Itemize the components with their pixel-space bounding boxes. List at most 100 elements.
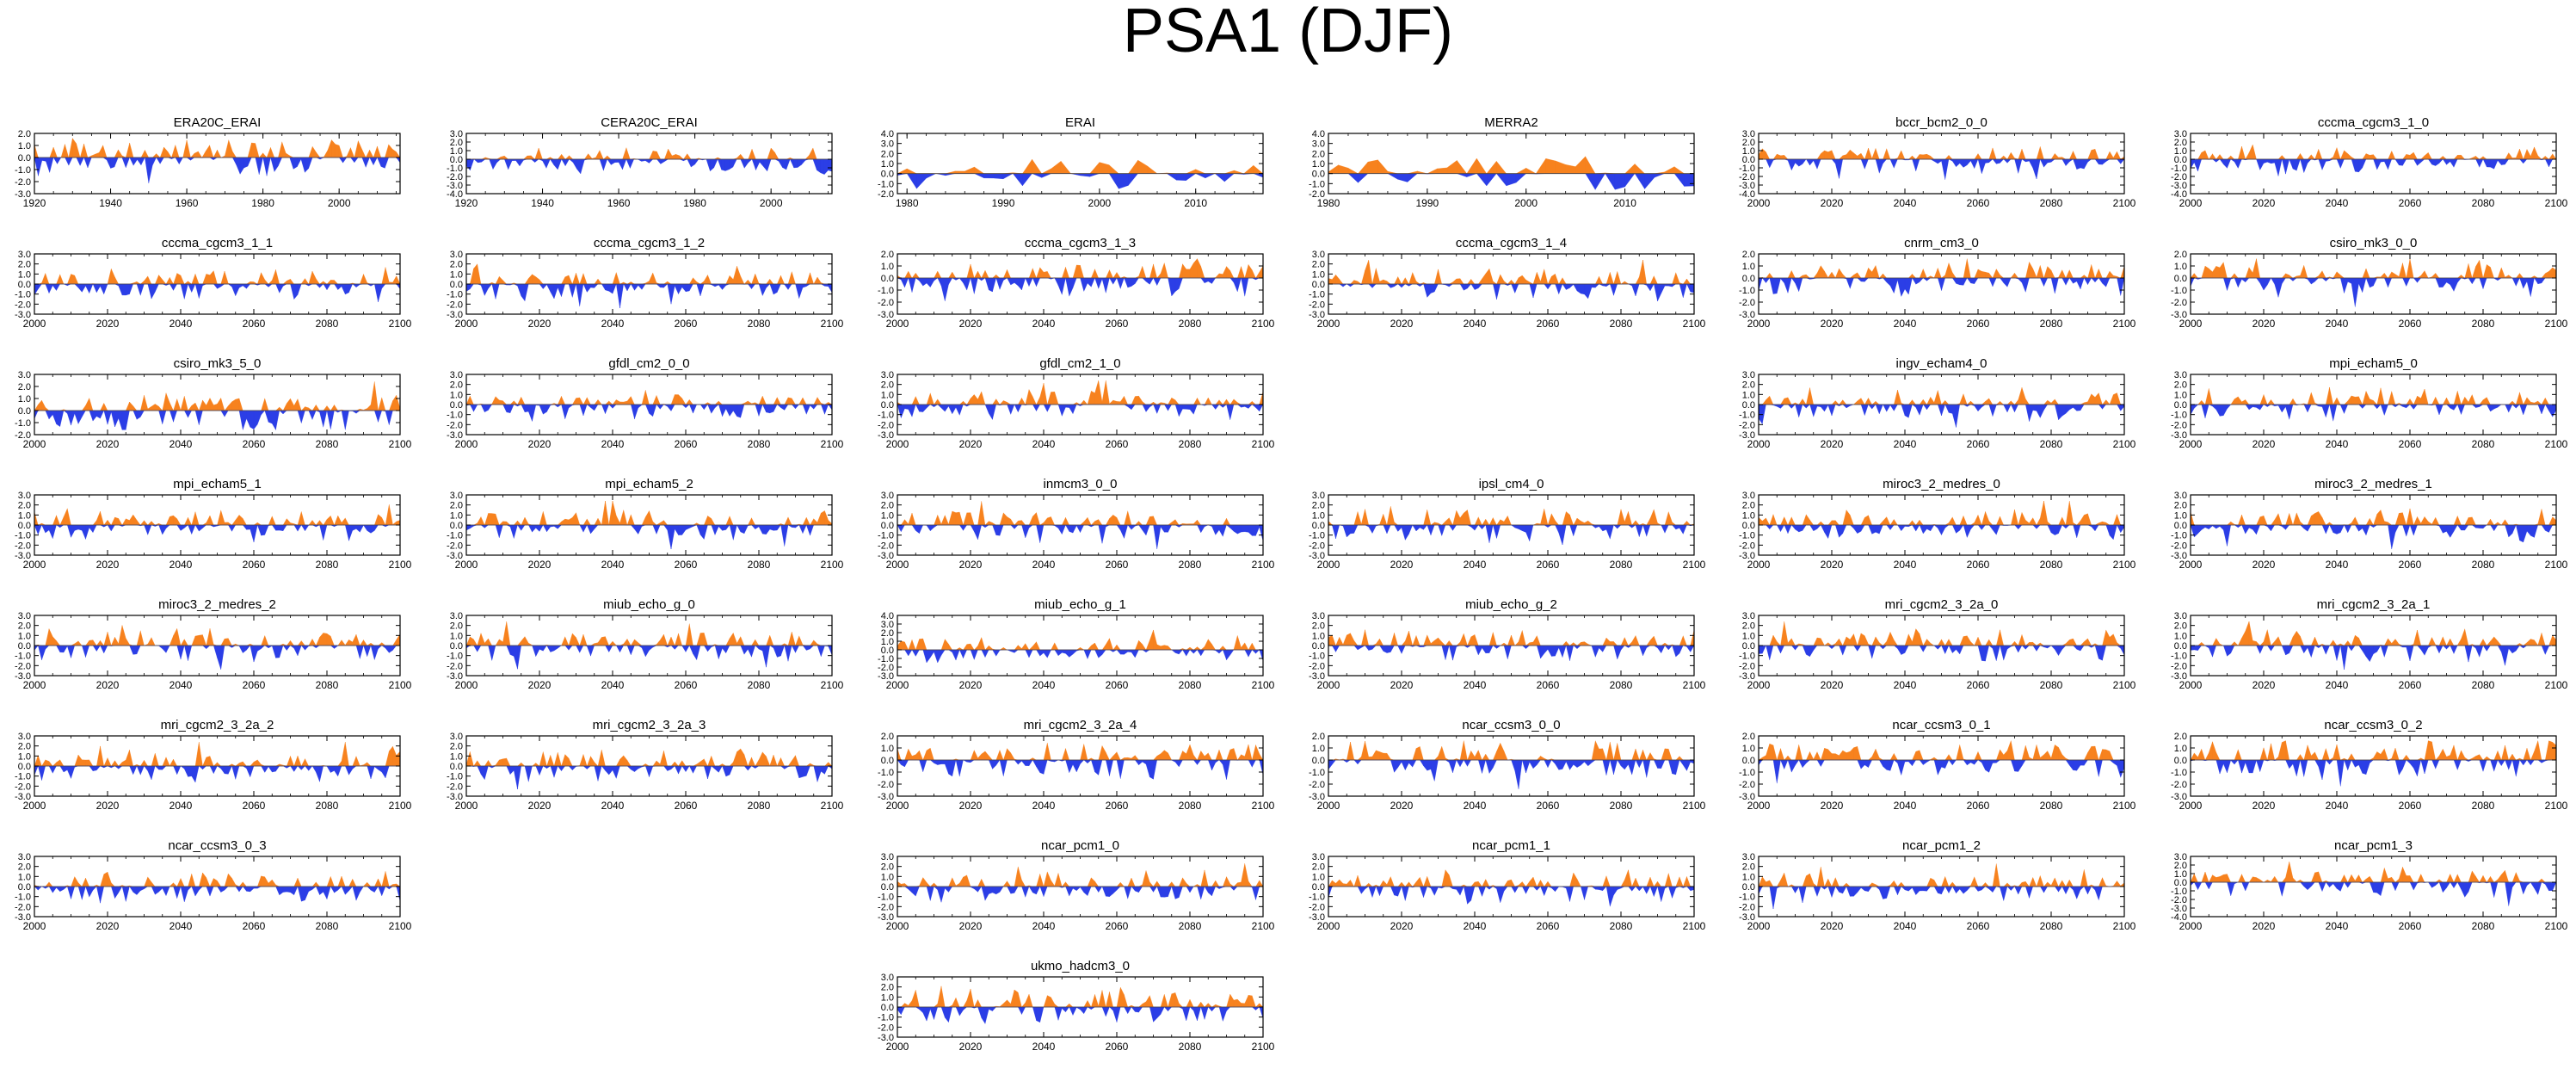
y-tick-label: -2.0 xyxy=(878,420,894,430)
x-tick-label: 2000 xyxy=(1747,318,1771,330)
x-tick-label: 2000 xyxy=(1317,800,1340,812)
panel-title: mri_cgcm2_3_2a_3 xyxy=(593,718,706,732)
y-tick-label: -1.0 xyxy=(2171,286,2187,296)
x-tick-label: 1920 xyxy=(23,197,46,209)
positive-area xyxy=(1328,259,1694,285)
x-tick-label: 2000 xyxy=(1317,318,1340,330)
panel-title: ncar_ccsm3_0_0 xyxy=(1462,718,1560,732)
y-tick-label: -2.0 xyxy=(1739,541,1755,551)
negative-area xyxy=(465,645,833,670)
positive-area xyxy=(34,381,401,411)
y-tick-label: -2.0 xyxy=(15,782,31,792)
y-tick-label: 0.0 xyxy=(2174,274,2187,284)
x-tick-label: 2040 xyxy=(1032,438,1056,450)
y-tick-label: 0.0 xyxy=(18,521,31,531)
y-tick-label: -3.0 xyxy=(878,310,894,320)
x-tick-label: 2020 xyxy=(959,1041,983,1053)
x-tick-label: 2020 xyxy=(959,318,983,330)
positive-area xyxy=(1758,740,2124,761)
x-tick-label: 2060 xyxy=(1967,318,1990,330)
negative-area xyxy=(1328,524,1695,546)
x-tick-label: 2020 xyxy=(96,679,120,691)
y-tick-label: 0.0 xyxy=(2174,400,2187,411)
panel-title: ncar_ccsm3_0_3 xyxy=(168,838,266,853)
x-tick-label: 2000 xyxy=(886,438,909,450)
x-tick-label: 2000 xyxy=(1317,679,1340,691)
panel-cccma_cgcm3_1_1: cccma_cgcm3_1_13.02.01.00.0-1.0-2.0-3.02… xyxy=(15,236,412,330)
y-tick-label: -2.0 xyxy=(878,902,894,912)
positive-area xyxy=(1328,740,1694,761)
x-tick-label: 2040 xyxy=(1464,800,1487,812)
x-tick-label: 1960 xyxy=(607,197,631,209)
negative-area xyxy=(2190,404,2557,422)
y-tick-label: -2.0 xyxy=(2171,780,2187,790)
panel-ingv_echam4_0: ingv_echam4_0 3.02.01.00.0-1.0-2.0-3.0200… xyxy=(1739,356,2136,450)
x-tick-label: 2060 xyxy=(675,800,698,812)
y-tick-label: 3.0 xyxy=(1742,129,1755,139)
x-tick-label: 2000 xyxy=(2179,559,2203,571)
x-tick-label: 2080 xyxy=(316,559,339,571)
panel-title: cccma_cgcm3_1_4 xyxy=(1456,236,1567,250)
x-tick-label: 2020 xyxy=(2252,438,2276,450)
x-tick-label: 2080 xyxy=(748,559,771,571)
x-tick-label: 2020 xyxy=(959,679,983,691)
panel-title: mri_cgcm2_3_2a_2 xyxy=(161,718,274,732)
x-tick-label: 2060 xyxy=(1537,679,1560,691)
panel-title: miub_echo_g_1 xyxy=(1034,597,1126,612)
y-tick-label: -1.0 xyxy=(15,290,31,300)
x-tick-label: 2080 xyxy=(2040,318,2063,330)
negative-area xyxy=(2190,645,2556,670)
panel-mri_cgcm2_3_2a_4: mri_cgcm2_3_2a_4 2.0 1.0 0.0 -1.0 -2.0 -3.0200… xyxy=(878,718,1275,812)
y-tick-label: -2.0 xyxy=(878,298,894,308)
negative-area xyxy=(1759,524,2125,541)
x-tick-label: 2020 xyxy=(1821,318,1844,330)
y-tick-label: 0.0 xyxy=(1312,280,1325,290)
x-tick-label: 2100 xyxy=(2113,559,2136,571)
y-tick-label: -3.0 xyxy=(2171,671,2187,682)
y-tick-label: -1.0 xyxy=(447,531,463,541)
panel-title: miroc3_2_medres_1 xyxy=(2314,477,2432,491)
y-tick-label: 3.0 xyxy=(450,129,463,139)
x-tick-label: 2000 xyxy=(886,318,909,330)
y-tick-label: 1.0 xyxy=(18,141,31,151)
y-tick-label: 1.0 xyxy=(881,992,894,1003)
x-tick-label: 2040 xyxy=(1894,197,1917,209)
x-tick-label: 2060 xyxy=(1106,920,1129,932)
y-tick-label: 1.0 xyxy=(2174,744,2187,754)
x-tick-label: 2080 xyxy=(2040,679,2063,691)
x-tick-label: 2020 xyxy=(1390,920,1414,932)
x-tick-label: 2080 xyxy=(1610,318,1633,330)
x-tick-label: 2080 xyxy=(1179,679,1202,691)
panel-cccma_cgcm3_1_4: cccma_cgcm3_1_43.02.01.00.0-1.0-2.0-3.02… xyxy=(1309,236,1706,330)
y-tick-label: 1.0 xyxy=(1312,631,1325,641)
y-tick-label: 0.0 xyxy=(1312,641,1325,652)
y-tick-label: 3.0 xyxy=(450,370,463,380)
y-tick-label: -2.0 xyxy=(1739,172,1755,182)
y-tick-label: 3.0 xyxy=(881,852,894,862)
x-tick-label: 2040 xyxy=(1032,1041,1056,1053)
y-tick-label: 2.0 xyxy=(1312,621,1325,632)
y-tick-label: -3.0 xyxy=(447,671,463,682)
y-tick-label: -2.0 xyxy=(1309,780,1325,790)
x-tick-label: 2020 xyxy=(1390,800,1414,812)
y-tick-label: 0.0 xyxy=(1742,155,1755,165)
y-tick-label: 1.0 xyxy=(1312,510,1325,521)
x-tick-label: 2000 xyxy=(1317,559,1340,571)
y-tick-label: -4.0 xyxy=(1739,189,1755,200)
y-tick-label: 0.0 xyxy=(881,646,894,656)
y-tick-label: -3.0 xyxy=(1739,792,1755,802)
x-tick-label: 2060 xyxy=(675,318,698,330)
y-tick-label: 0.0 xyxy=(881,274,894,284)
x-tick-label: 2100 xyxy=(1683,679,1706,691)
y-tick-label: 0.0 xyxy=(1312,756,1325,766)
y-tick-label: -1.0 xyxy=(2171,411,2187,421)
x-tick-label: 2000 xyxy=(2179,920,2203,932)
x-tick-label: 2020 xyxy=(2252,800,2276,812)
y-tick-label: 1.0 xyxy=(1312,269,1325,280)
y-tick-label: -1.0 xyxy=(1309,179,1325,189)
x-tick-label: 2100 xyxy=(2545,318,2568,330)
y-tick-label: 3.0 xyxy=(18,852,31,862)
y-tick-label: -1.0 xyxy=(1739,286,1755,296)
